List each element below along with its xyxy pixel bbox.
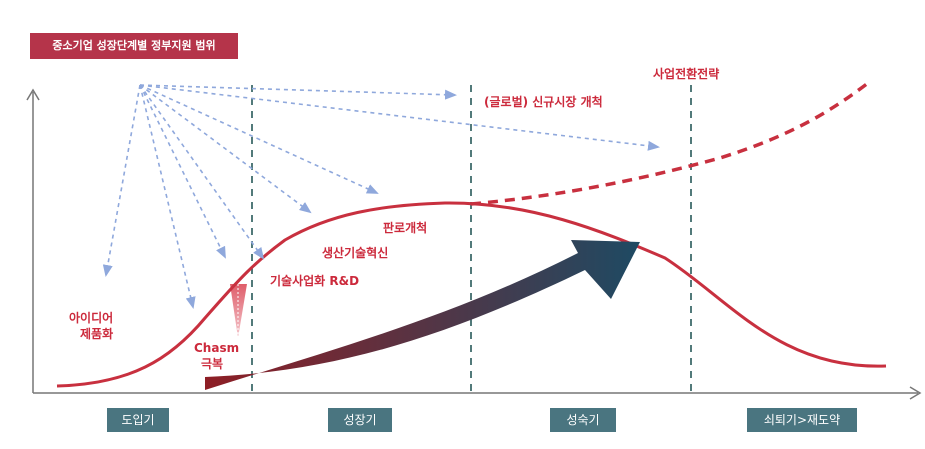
- stage-dividers: [251, 85, 692, 392]
- label-chasm: Chasm 극복: [194, 340, 239, 372]
- stage-maturity: 성숙기: [550, 408, 616, 432]
- y-axis-arrowhead: [26, 88, 40, 101]
- arrow-to-production: [139, 84, 312, 214]
- arrow-to-idea: [102, 84, 141, 277]
- label-chasm-line1: Chasm: [194, 341, 240, 355]
- x-axis-arrowhead: [909, 386, 922, 400]
- label-chasm-line2: 극복: [201, 357, 224, 371]
- label-business-transition: 사업전환전략: [653, 67, 720, 81]
- arrow-to-rnd: [139, 84, 265, 260]
- stage-decline-reboost: 쇠퇴기>재도약: [747, 408, 857, 432]
- label-production: 생산기술혁신: [322, 246, 389, 260]
- arrow-to-chasm: [139, 84, 226, 259]
- arrow-to-global-market: [139, 84, 457, 100]
- label-sales: 판로개척: [383, 221, 428, 235]
- lifecycle-curve: [56, 201, 887, 388]
- growth-arrow: [205, 240, 640, 390]
- chasm-gap-shape: [230, 284, 247, 338]
- stage-introduction: 도입기: [107, 408, 169, 432]
- axes: [26, 88, 922, 400]
- arrow-to-chasm-low: [139, 84, 196, 309]
- business-transition-curve: [470, 81, 870, 206]
- label-idea-line2: 제품화: [80, 327, 114, 341]
- label-global-market: (글로벌) 신규시장 개척: [484, 95, 603, 109]
- label-idea: 아이디어 제품화: [69, 310, 113, 342]
- label-idea-line1: 아이디어: [69, 311, 114, 325]
- arrow-to-business-transition: [139, 84, 660, 151]
- stage-growth: 성장기: [328, 408, 392, 432]
- diagram-title: 중소기업 성장단계별 정부지원 범위: [30, 33, 238, 59]
- support-arrows: [102, 84, 660, 309]
- arrow-to-sales: [139, 84, 379, 194]
- label-rnd: 기술사업화 R&D: [270, 274, 360, 288]
